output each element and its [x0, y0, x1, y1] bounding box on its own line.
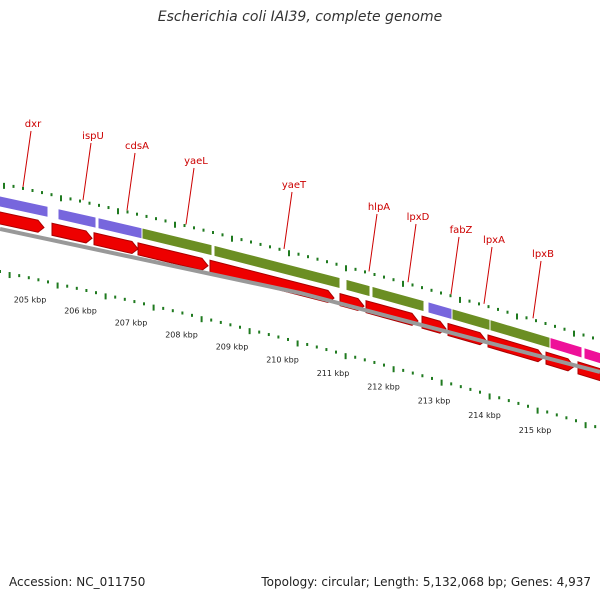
kbp-label: 213 kbp — [418, 397, 451, 406]
gene-label: ispU — [82, 131, 104, 142]
gene-label: cdsA — [125, 141, 149, 152]
upper-tick-row — [3, 182, 594, 340]
gene-leader-line — [450, 236, 460, 295]
kbp-label: 205 kbp — [14, 295, 47, 304]
gene-label: fabZ — [450, 225, 473, 236]
gene-leader-line — [185, 167, 195, 225]
kbp-label: 209 kbp — [216, 343, 249, 352]
cds-arrow — [51, 222, 93, 244]
feature-segment — [0, 195, 49, 219]
kbp-label: 215 kbp — [519, 426, 552, 435]
gene-leader-line — [483, 246, 493, 304]
gene-leader-line — [22, 130, 32, 188]
cds-arrow — [93, 232, 139, 255]
gene-leader-line — [82, 142, 92, 201]
feature-segment — [549, 336, 583, 359]
cds-arrow-track — [0, 211, 600, 382]
feature-segment — [371, 285, 425, 313]
accession-text: Accession: NC_011750 — [9, 575, 146, 589]
cds-arrow — [137, 242, 209, 271]
gene-leader-line — [126, 152, 136, 211]
gene-label: lpxD — [407, 212, 430, 223]
lower-tick-row — [0, 270, 597, 429]
kbp-label: 206 kbp — [64, 307, 97, 316]
genome-backbone — [0, 227, 600, 374]
gene-label: yaeT — [282, 180, 307, 191]
kbp-label: 210 kbp — [266, 356, 299, 365]
gene-leader-line — [532, 260, 542, 319]
feature-segment — [57, 207, 97, 229]
gene-label: lpxB — [532, 249, 554, 260]
feature-segment — [345, 278, 371, 298]
feature-segment — [583, 346, 600, 365]
gene-label: hlpA — [368, 202, 390, 213]
kbp-scale: 205 kbp 206 kbp 207 kbp 208 kbp 209 kbp 210 k… — [14, 295, 552, 434]
gene-label: lpxA — [483, 235, 505, 246]
map-title: Escherichia coli IAI39, complete genome — [157, 9, 443, 25]
kbp-label: 208 kbp — [165, 330, 198, 339]
genome-stats-text: Topology: circular; Length: 5,132,068 bp… — [261, 575, 591, 589]
feature-segment — [427, 301, 453, 321]
gene-leader-line — [368, 213, 378, 272]
gene-label: yaeL — [184, 156, 208, 167]
gene-leader-line — [283, 191, 293, 250]
feature-bar-track — [0, 195, 600, 365]
feature-segment — [141, 227, 213, 257]
kbp-label: 211 kbp — [317, 369, 350, 378]
kbp-label: 207 kbp — [115, 318, 148, 327]
gene-labels: dxr ispU cdsA yaeL yaeT hlpA lpxD fabZ lpxA lpxB — [22, 119, 554, 319]
gene-leader-line — [407, 223, 417, 283]
kbp-label: 212 kbp — [367, 382, 400, 391]
cds-arrow — [0, 211, 45, 233]
gene-label: dxr — [25, 119, 42, 130]
kbp-label: 214 kbp — [468, 411, 501, 420]
feature-segment — [213, 244, 341, 290]
